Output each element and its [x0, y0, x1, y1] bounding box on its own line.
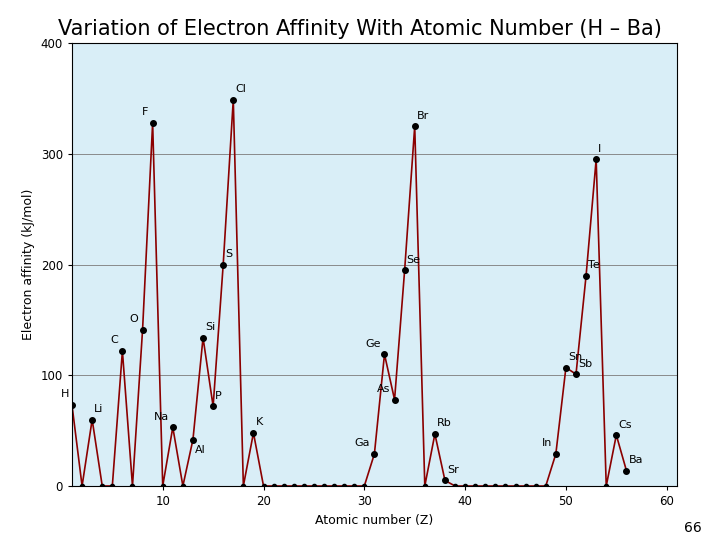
Y-axis label: Electron affinity (kJ/mol): Electron affinity (kJ/mol) — [22, 189, 35, 340]
Text: Ge: Ge — [365, 339, 380, 349]
Text: Ga: Ga — [355, 438, 370, 448]
Text: C: C — [111, 335, 118, 346]
Text: In: In — [541, 438, 552, 448]
Text: F: F — [143, 107, 148, 117]
Text: S: S — [225, 249, 233, 259]
Text: Sr: Sr — [447, 465, 459, 475]
Text: Ba: Ba — [629, 455, 643, 465]
Text: Se: Se — [407, 254, 420, 265]
Text: Variation of Electron Affinity With Atomic Number (H – Ba): Variation of Electron Affinity With Atom… — [58, 19, 662, 39]
Text: Cl: Cl — [235, 84, 246, 94]
Text: K: K — [256, 417, 263, 427]
Text: Cs: Cs — [618, 420, 632, 429]
Text: Sn: Sn — [568, 352, 582, 362]
Text: Te: Te — [588, 260, 600, 270]
Text: As: As — [377, 384, 390, 394]
Text: Al: Al — [195, 445, 206, 455]
Text: P: P — [215, 391, 222, 401]
Text: Br: Br — [417, 111, 429, 120]
Text: O: O — [130, 314, 138, 325]
Text: 66: 66 — [684, 521, 702, 535]
Text: H: H — [60, 389, 69, 399]
Text: I: I — [598, 144, 601, 154]
X-axis label: Atomic number (Z): Atomic number (Z) — [315, 514, 433, 526]
Text: Rb: Rb — [437, 418, 451, 428]
Text: Na: Na — [153, 412, 168, 422]
Text: Si: Si — [205, 322, 215, 332]
Text: Li: Li — [94, 404, 104, 414]
Text: Sb: Sb — [578, 359, 592, 369]
